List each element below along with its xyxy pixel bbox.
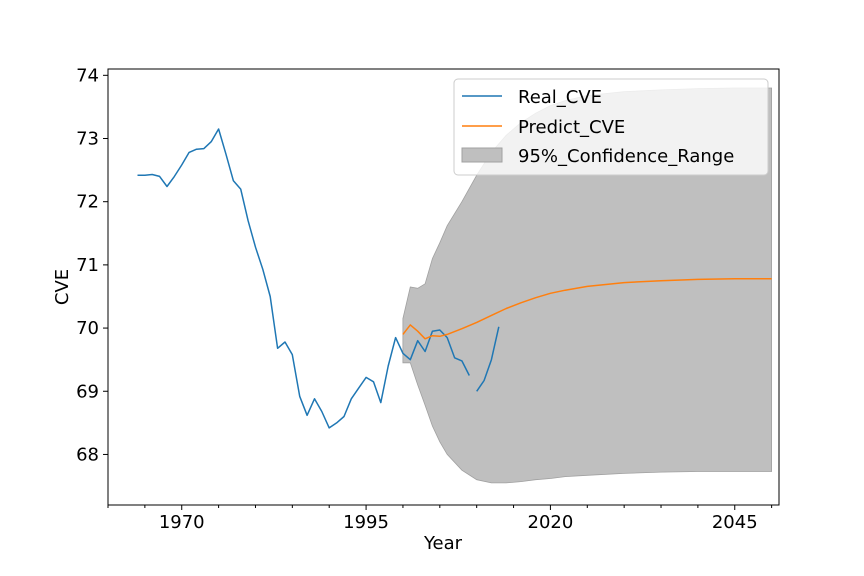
x-tick-label-1995: 1995 xyxy=(343,512,389,533)
x-tick-label-2020: 2020 xyxy=(528,512,574,533)
legend-box xyxy=(453,78,769,176)
y-tick-label-74: 74 xyxy=(76,65,99,86)
legend-label-confidence: 95%_Confidence_Range xyxy=(518,146,734,167)
legend-swatch-confidence xyxy=(461,147,503,163)
x-tick-label-1970: 1970 xyxy=(159,512,205,533)
legend: Real_CVE Predict_CVE 95%_Confidence_Rang… xyxy=(453,78,769,176)
y-tick-label-70: 70 xyxy=(76,318,99,339)
plot-frame xyxy=(107,68,780,506)
y-tick-label-68: 68 xyxy=(76,444,99,465)
legend-label-real: Real_CVE xyxy=(518,87,602,108)
series-line-layer xyxy=(137,128,772,429)
y-axis-label: CVE xyxy=(52,269,73,305)
x-axis-label: Year xyxy=(423,533,463,554)
y-axis-ticks: 68 69 70 71 72 73 74 xyxy=(76,65,108,465)
series-line-0 xyxy=(137,128,470,429)
confidence-band-layer xyxy=(402,87,772,484)
y-tick-label-72: 72 xyxy=(76,192,99,213)
series-line-1 xyxy=(476,326,500,392)
y-tick-label-73: 73 xyxy=(76,129,99,150)
y-tick-label-71: 71 xyxy=(76,255,99,276)
x-tick-label-2045: 2045 xyxy=(712,512,758,533)
y-tick-label-69: 69 xyxy=(76,381,99,402)
x-axis-ticks: 1970 1995 2020 2045 xyxy=(107,505,773,533)
series-line-2 xyxy=(402,278,772,340)
confidence-band xyxy=(402,87,772,484)
legend-label-predict: Predict_CVE xyxy=(518,117,625,138)
